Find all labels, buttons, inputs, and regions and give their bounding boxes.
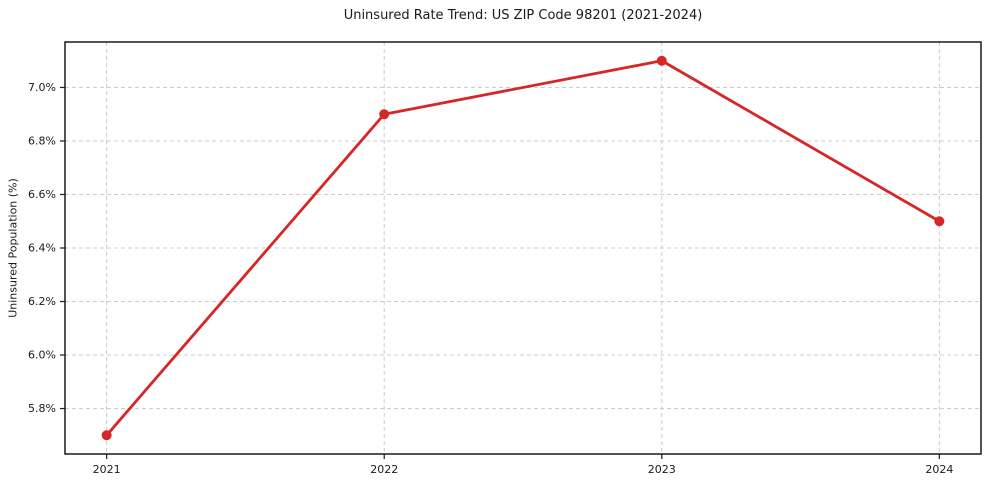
data-point-marker [656,55,667,66]
data-point-marker [101,430,112,441]
y-tick-label: 7.0% [28,81,56,94]
chart-title: Uninsured Rate Trend: US ZIP Code 98201 … [343,8,703,23]
x-tick-label: 2022 [370,463,398,476]
x-tick-label: 2021 [93,463,121,476]
y-tick-label: 6.0% [28,349,56,362]
y-tick-label: 6.6% [28,188,56,201]
data-point-marker [934,216,945,227]
x-tick-label: 2024 [925,463,953,476]
trend-line [105,59,941,437]
y-tick-label: 6.8% [28,134,56,147]
y-tick-label: 6.4% [28,242,56,255]
data-point-marker [379,109,390,120]
x-tick-label: 2023 [648,463,676,476]
y-tick-label: 6.2% [28,295,56,308]
y-tick-label: 5.8% [28,402,56,415]
